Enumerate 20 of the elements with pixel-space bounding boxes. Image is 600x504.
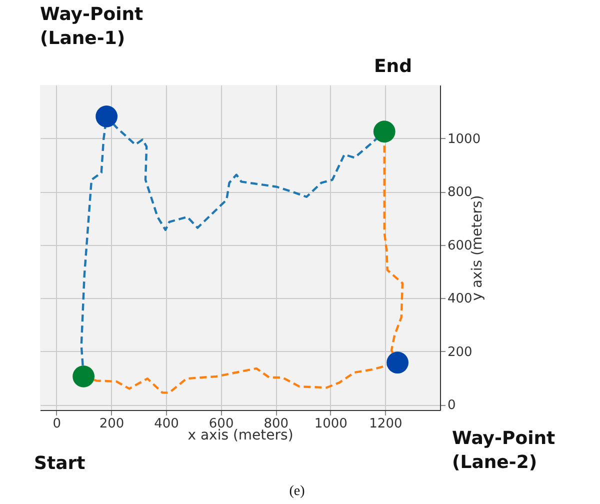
x-tick-label: 200 [99, 416, 124, 432]
text: Way-Point (Lane-2) [452, 428, 556, 473]
x-tick-label: 1000 [314, 416, 348, 432]
point [72, 366, 95, 388]
text: End [374, 56, 412, 77]
text: Start [34, 453, 86, 474]
y-tick-label: 1000 [448, 132, 481, 147]
y-tick-label: 400 [448, 292, 472, 307]
y-tick-label: 0 [448, 398, 456, 414]
y-tick-label: 600 [448, 238, 472, 254]
x-tick-label: 1200 [369, 416, 402, 432]
y-tick-label: 800 [448, 185, 472, 200]
y-tick-label: 200 [448, 344, 472, 360]
text: Way-Point (Lane-1) [40, 4, 144, 49]
point [386, 352, 408, 374]
point [373, 120, 396, 143]
x-tick-label: 400 [154, 416, 179, 432]
point [96, 106, 118, 128]
text: (e) [289, 484, 306, 499]
x-tick-label: 0 [52, 416, 62, 432]
